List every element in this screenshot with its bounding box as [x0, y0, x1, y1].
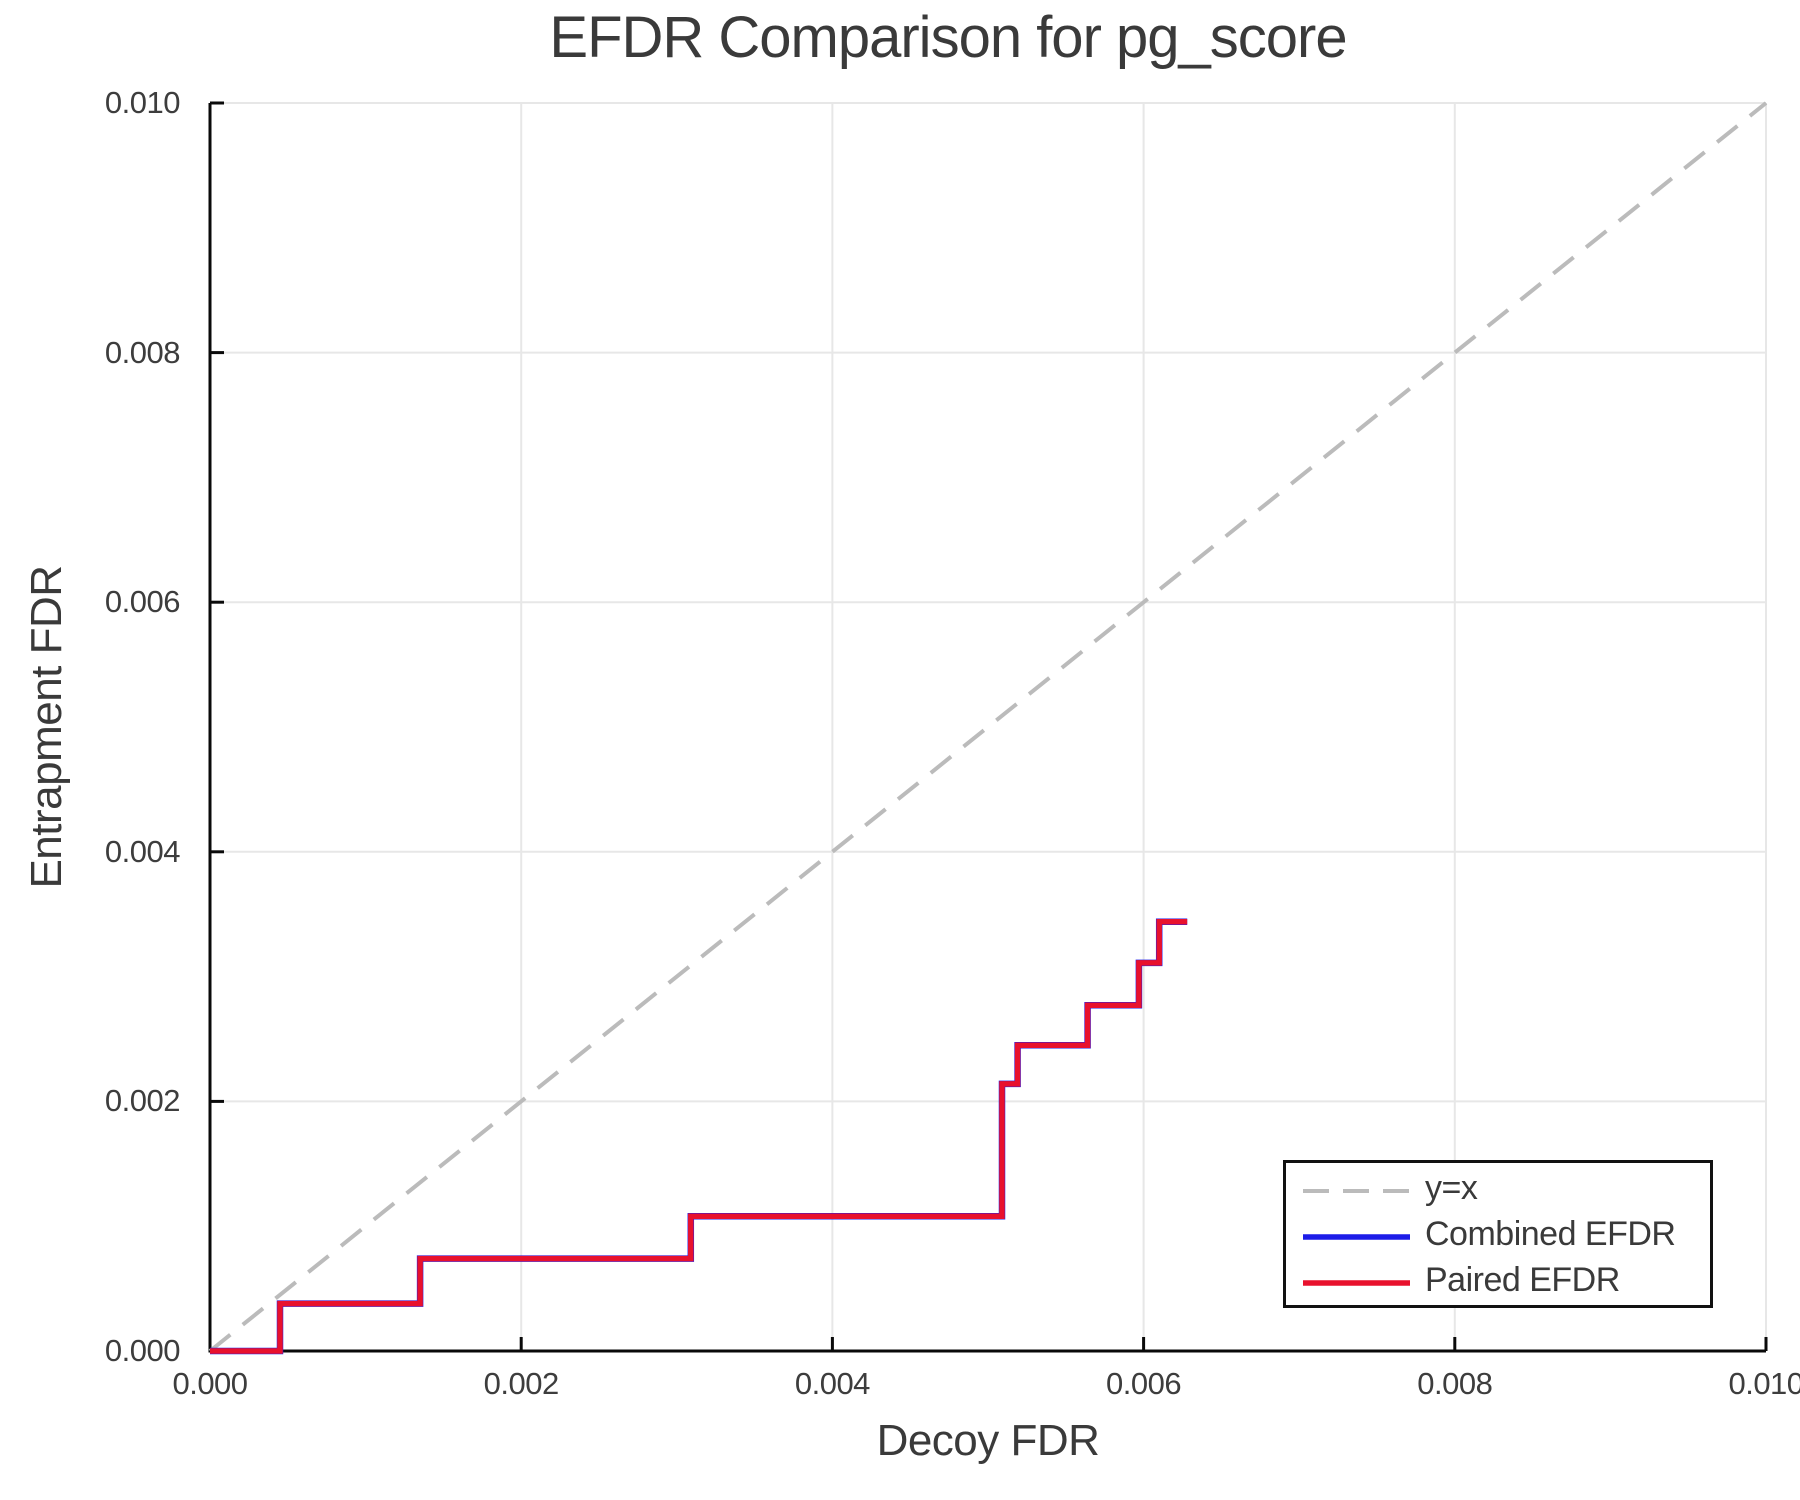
y-axis-label: Entrapment FDR	[22, 565, 71, 889]
red-line-sample-icon	[1303, 1275, 1410, 1286]
y-tick-label: 0.004	[104, 833, 181, 869]
y-tick-label: 0.010	[104, 85, 181, 120]
x-tick-label: 0.004	[794, 1366, 871, 1401]
x-tick-label: 0.006	[1106, 1366, 1182, 1401]
x-tick-label: 0.010	[1728, 1366, 1800, 1401]
y-tick-label: 0.008	[104, 334, 181, 370]
x-tick-label: 0.000	[172, 1366, 248, 1401]
legend-item-yx: y=x	[1303, 1169, 1710, 1208]
chart-title: EFDR Comparison for pg_score	[549, 5, 1347, 70]
legend: y=x Combined EFDR Paired EFDR	[1283, 1160, 1713, 1308]
legend-label: Paired EFDR	[1425, 1260, 1620, 1299]
x-axis-label: Decoy FDR	[876, 1416, 1100, 1465]
y-tick-label: 0.006	[104, 584, 181, 620]
dashed-line-sample-icon	[1303, 1183, 1410, 1193]
series-line-y-x	[208, 101, 1768, 1353]
y-tick-label: 0.000	[104, 1333, 181, 1368]
legend-item-combined-efdr: Combined EFDR	[1303, 1215, 1710, 1254]
series-line-paired-efdr	[210, 918, 1188, 1354]
legend-item-paired-efdr: Paired EFDR	[1303, 1261, 1710, 1300]
y-tick-label: 0.002	[104, 1083, 181, 1119]
legend-label: Combined EFDR	[1425, 1214, 1676, 1253]
series-line-combined-efdr	[210, 918, 1188, 1355]
blue-line-sample-icon	[1303, 1229, 1410, 1240]
x-tick-label: 0.008	[1417, 1366, 1493, 1401]
x-tick-label: 0.002	[483, 1366, 560, 1401]
legend-label: y=x	[1425, 1168, 1478, 1207]
